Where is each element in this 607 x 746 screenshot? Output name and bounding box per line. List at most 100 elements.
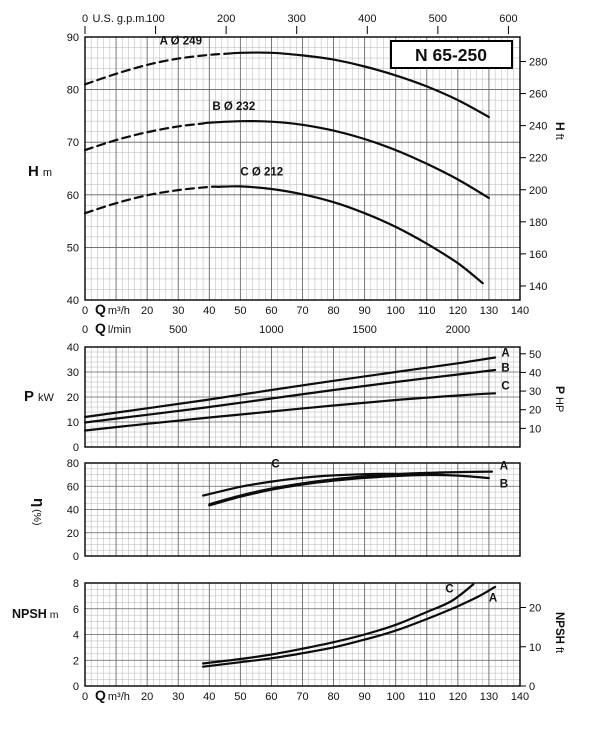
tick-label: 60 bbox=[265, 305, 277, 317]
head-right-symbol: H bbox=[553, 122, 567, 131]
tick-label: 0 bbox=[82, 324, 88, 336]
curve-label: A Ø 249 bbox=[160, 35, 202, 47]
tick-label: 30 bbox=[529, 386, 541, 398]
power-unit: kW bbox=[38, 392, 55, 404]
tick-label: 110 bbox=[418, 691, 436, 703]
tick-label: 140 bbox=[511, 305, 529, 317]
tick-label: 2000 bbox=[446, 324, 470, 336]
curve-C bbox=[202, 583, 475, 665]
tick-label: 0 bbox=[529, 681, 535, 693]
tick-label: 1500 bbox=[352, 324, 376, 336]
tick-label: 90 bbox=[67, 32, 79, 44]
curve-label: B Ø 232 bbox=[212, 101, 255, 113]
curve-B bbox=[208, 473, 490, 507]
curve-C bbox=[217, 185, 484, 285]
curve-A bbox=[208, 470, 494, 506]
top-axis-title: U.S. g.p.m. bbox=[92, 13, 147, 25]
npsh-right-unit: ft bbox=[553, 647, 565, 653]
curve-label: C Ø 212 bbox=[240, 166, 283, 178]
curve-B bbox=[202, 120, 490, 200]
curve-label: A bbox=[489, 593, 497, 605]
tick-label: 60 bbox=[67, 481, 79, 493]
flow-symbol-bottom: Q bbox=[95, 687, 106, 703]
tick-label: 0 bbox=[82, 305, 88, 317]
npsh-symbol: NPSH bbox=[12, 607, 47, 621]
tick-label: 300 bbox=[288, 13, 306, 25]
power-symbol: P bbox=[24, 388, 34, 405]
tick-label: 1000 bbox=[259, 324, 283, 336]
tick-label: 70 bbox=[296, 305, 308, 317]
tick-label: 200 bbox=[529, 185, 547, 197]
curve-A bbox=[223, 51, 490, 119]
tick-label: 100 bbox=[146, 13, 164, 25]
tick-label: 10 bbox=[529, 642, 541, 654]
efficiency-symbol: η bbox=[30, 498, 47, 507]
tick-label: 0 bbox=[73, 442, 79, 454]
efficiency-unit: (%) bbox=[31, 509, 43, 525]
curve-label: A bbox=[500, 460, 508, 472]
npsh-y-axis-title: NPSH m bbox=[12, 607, 59, 621]
tick-label: 80 bbox=[67, 85, 79, 97]
tick-label: 40 bbox=[67, 295, 79, 307]
tick-label: 4 bbox=[73, 630, 79, 642]
head-right-unit: ft bbox=[553, 134, 565, 140]
tick-label: 260 bbox=[529, 89, 547, 101]
tick-label: 500 bbox=[169, 324, 187, 336]
tick-label: 120 bbox=[449, 691, 467, 703]
tick-label: 20 bbox=[67, 528, 79, 540]
tick-label: 20 bbox=[529, 603, 541, 615]
tick-label: 50 bbox=[67, 242, 79, 254]
tick-label: 0 bbox=[82, 13, 88, 25]
tick-label: 200 bbox=[217, 13, 235, 25]
panel-frame bbox=[84, 582, 521, 687]
power-right-unit: HP bbox=[553, 397, 565, 412]
tick-label: 160 bbox=[529, 249, 547, 261]
model-title-box bbox=[390, 40, 513, 69]
tick-label: 90 bbox=[359, 691, 371, 703]
tick-label: 60 bbox=[67, 190, 79, 202]
head-symbol: H bbox=[28, 163, 39, 180]
tick-label: 600 bbox=[499, 13, 517, 25]
curve-label: B bbox=[500, 478, 508, 490]
tick-label: 8 bbox=[73, 578, 79, 590]
flow-symbol-lmin: Q bbox=[95, 320, 106, 336]
tick-label: 60 bbox=[265, 691, 277, 703]
tick-label: 50 bbox=[234, 691, 246, 703]
tick-label: 30 bbox=[172, 305, 184, 317]
curve-C-dashed bbox=[83, 185, 220, 215]
curve-A bbox=[202, 585, 497, 668]
tick-label: 10 bbox=[67, 417, 79, 429]
tick-label: 50 bbox=[234, 305, 246, 317]
tick-label: 130 bbox=[480, 305, 498, 317]
efficiency-y-axis-title: η (%) bbox=[30, 498, 47, 526]
tick-label: 120 bbox=[449, 305, 467, 317]
tick-label: 20 bbox=[529, 405, 541, 417]
tick-label: 500 bbox=[429, 13, 447, 25]
panel-frame bbox=[84, 462, 521, 557]
tick-label: 20 bbox=[67, 392, 79, 404]
tick-label: 130 bbox=[480, 691, 498, 703]
power-right-symbol: P bbox=[553, 386, 567, 394]
curve-C bbox=[202, 472, 447, 497]
panel-frame bbox=[84, 36, 521, 301]
tick-label: 140 bbox=[511, 691, 529, 703]
tick-label: 80 bbox=[67, 458, 79, 470]
flow-symbol-m3h: Q bbox=[95, 301, 106, 317]
tick-label: 220 bbox=[529, 153, 547, 165]
curve-label: A bbox=[501, 347, 509, 359]
tick-label: 40 bbox=[67, 505, 79, 517]
curve-A bbox=[83, 356, 497, 419]
tick-label: 50 bbox=[529, 349, 541, 361]
tick-label: 10 bbox=[529, 423, 541, 435]
tick-label: 6 bbox=[73, 604, 79, 616]
tick-label: 90 bbox=[359, 305, 371, 317]
